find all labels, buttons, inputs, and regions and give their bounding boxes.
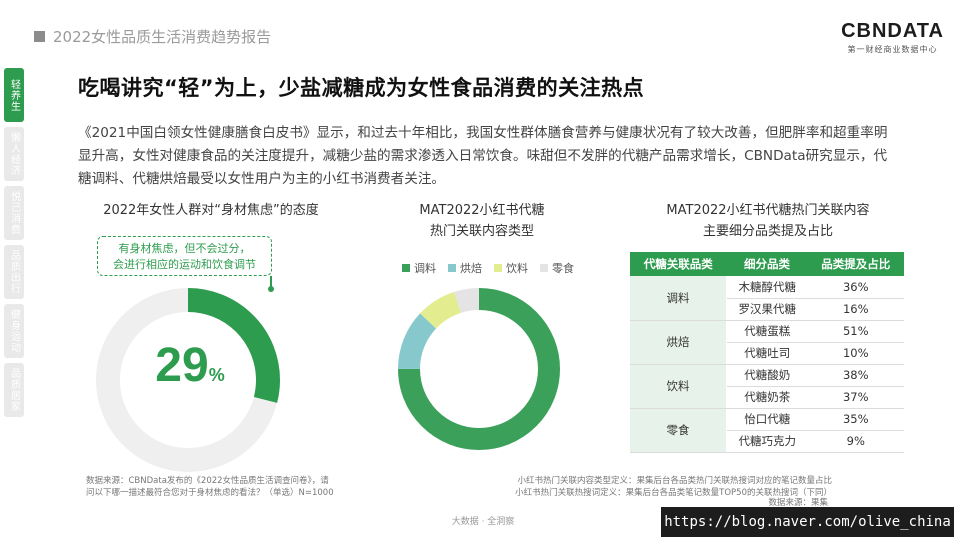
- chart1-title: 2022年女性人群对“身材焦虑”的态度: [103, 203, 319, 218]
- table-cell-sub: 怡口代糖: [726, 408, 808, 431]
- top-bar: 2022女性品质生活消费趋势报告 CBNDATA 第一财经商业数据中心: [0, 0, 966, 58]
- side-tab-4[interactable]: 品质出行: [4, 245, 24, 299]
- chart1-value-number: 29: [155, 339, 209, 392]
- donut1-value-arc: [96, 288, 280, 472]
- table-row: 代糖奶茶 37%: [630, 386, 904, 409]
- note-right: 小红书热门关联内容类型定义：果集后台各品类热门关联热搜词对应的笔记数量占比 小红…: [472, 475, 832, 499]
- brand-subtitle: 第一财经商业数据中心: [847, 45, 938, 54]
- table-cell-sub: 代糖吐司: [726, 342, 808, 365]
- side-tab-5[interactable]: 健身运动: [4, 304, 24, 358]
- legend-item: 调料: [402, 260, 436, 276]
- note-right-line2: 小红书热门关联热搜词定义：果集后台各品类笔记数量TOP50的关联热搜词（下同）: [515, 488, 832, 498]
- callout-dot: [268, 286, 274, 292]
- table-header-row: 代糖关联品类 细分品类 品类提及占比: [630, 252, 904, 276]
- table-cell-share: 38%: [807, 364, 904, 387]
- title-square-icon: [34, 31, 45, 42]
- table-cell-category: 调料: [630, 276, 727, 321]
- legend-item: 烘焙: [448, 260, 482, 276]
- chart2-title: MAT2022小红书代糖 热门关联内容类型: [392, 200, 572, 242]
- chart2-title-line1: MAT2022小红书代糖: [419, 203, 545, 218]
- table-row: 零食 怡口代糖 35%: [630, 408, 904, 453]
- table-cell-share: 9%: [807, 430, 904, 453]
- legend-swatch: [540, 264, 548, 272]
- side-tab-6[interactable]: 品质居家: [4, 363, 24, 417]
- legend-item: 饮料: [494, 260, 528, 276]
- table-cell-category: 烘焙: [630, 320, 727, 365]
- chart2-donut: [398, 288, 560, 450]
- legend-label: 零食: [552, 262, 574, 275]
- table-row: 饮料 代糖酸奶 38%: [630, 364, 904, 409]
- table-cell-sub: 罗汉果代糖: [726, 298, 808, 321]
- chart3-title-line1: MAT2022小红书代糖热门关联内容: [666, 203, 870, 218]
- chart1-value-unit: %: [208, 365, 225, 385]
- table-cell-sub: 代糖奶茶: [726, 386, 808, 409]
- brand: CBNDATA 第一财经商业数据中心: [841, 20, 944, 55]
- chart2-title-line2: 热门关联内容类型: [429, 224, 534, 239]
- note-right-line1: 小红书热门关联内容类型定义：果集后台各品类热门关联热搜词对应的笔记数量占比: [517, 476, 832, 486]
- table-row: 罗汉果代糖 16%: [630, 298, 904, 321]
- legend-item: 零食: [540, 260, 574, 276]
- table-row: 烘焙 代糖蛋糕 51%: [630, 320, 904, 365]
- chart1-value-label: 29%: [130, 338, 250, 393]
- note-left: 数据来源：CBNData发布的《2022女性品质生活调查问卷》，请问以下哪一描述…: [86, 476, 334, 498]
- chart1-donut: [96, 288, 280, 472]
- headline: 吃喝讲究“轻”为上，少盐减糖成为女性食品消费的关注热点: [78, 76, 645, 100]
- donut2-slice-4: [398, 288, 560, 450]
- chart3-title-line2: 主要细分品类提及占比: [702, 224, 833, 239]
- brand-logo: CBNDATA: [841, 20, 944, 42]
- report-title: 2022女性品质生活消费趋势报告: [34, 26, 271, 47]
- table-header-category: 代糖关联品类: [630, 252, 727, 276]
- callout-line-1: 有身材焦虑，但不会过分，: [118, 242, 251, 255]
- table-cell-category: 饮料: [630, 364, 727, 409]
- legend-label: 烘焙: [460, 262, 482, 275]
- table-cell-share: 35%: [807, 408, 904, 431]
- table-header-share: 品类提及占比: [807, 252, 904, 276]
- legend-swatch: [448, 264, 456, 272]
- legend-swatch: [402, 264, 410, 272]
- intro-paragraph: 《2021中国白领女性健康膳食白皮书》显示，和过去十年相比，我国女性群体膳食营养…: [78, 125, 888, 187]
- table-cell-sub: 代糖酸奶: [726, 364, 808, 387]
- table-cell-share: 36%: [807, 276, 904, 299]
- table-cell-sub: 木糖醇代糖: [726, 276, 808, 299]
- table-cell-sub: 代糖蛋糕: [726, 320, 808, 343]
- side-tab-1[interactable]: 轻养生: [4, 68, 24, 122]
- callout-connector: [270, 276, 272, 287]
- table-cell-share: 16%: [807, 298, 904, 321]
- table-cell-share: 37%: [807, 386, 904, 409]
- side-tab-3[interactable]: 悦己消费: [4, 186, 24, 240]
- table-header-subcategory: 细分品类: [726, 252, 808, 276]
- table-row: 调料 木糖醇代糖 36%: [630, 276, 904, 321]
- table-cell-category: 零食: [630, 408, 727, 453]
- side-nav: 轻养生 懒人经济 悦己消费 品质出行 健身运动 品质居家: [4, 68, 26, 422]
- note-source: 数据来源：果集: [768, 498, 828, 508]
- chart3-title: MAT2022小红书代糖热门关联内容 主要细分品类提及占比: [626, 200, 910, 242]
- report-title-text: 2022女性品质生活消费趋势报告: [53, 28, 272, 46]
- chart3-table: 代糖关联品类 细分品类 品类提及占比 调料 木糖醇代糖 36% 罗汉果代糖 16…: [630, 252, 904, 453]
- legend-label: 饮料: [506, 262, 528, 275]
- legend-label: 调料: [414, 262, 436, 275]
- footer: 大数据 · 全洞察: [451, 517, 515, 527]
- table-cell-share: 10%: [807, 342, 904, 365]
- table-cell-share: 51%: [807, 320, 904, 343]
- table-row: 代糖巧克力 9%: [630, 430, 904, 453]
- side-tab-2[interactable]: 懒人经济: [4, 127, 24, 181]
- chart1-callout: 有身材焦虑，但不会过分， 会进行相应的运动和饮食调节: [97, 236, 272, 276]
- table-row: 代糖吐司 10%: [630, 342, 904, 365]
- callout-line-2: 会进行相应的运动和饮食调节: [113, 258, 256, 271]
- watermark-url: https://blog.naver.com/olive_china: [661, 507, 954, 537]
- chart2-legend: 调料 烘焙 饮料 零食: [402, 260, 574, 276]
- legend-swatch: [494, 264, 502, 272]
- table-cell-sub: 代糖巧克力: [726, 430, 808, 453]
